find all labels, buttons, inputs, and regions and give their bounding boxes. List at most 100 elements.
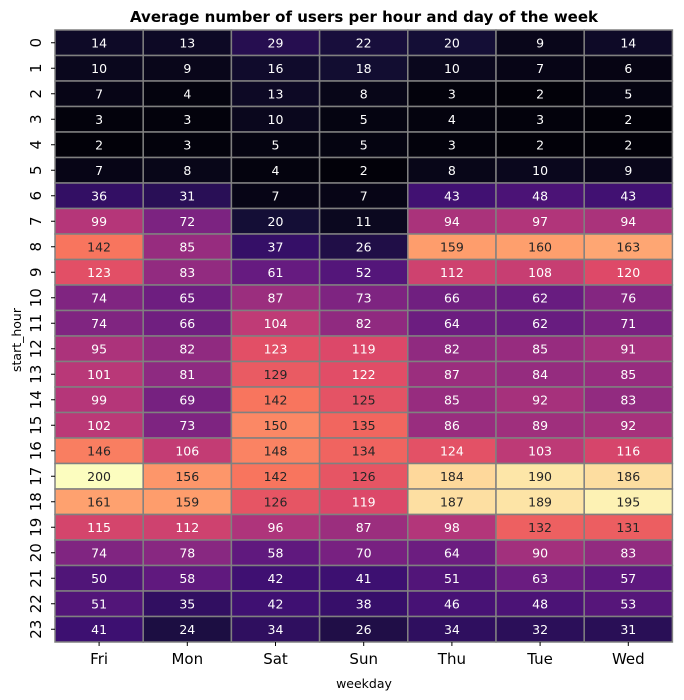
cell-value-label: 103 <box>528 443 552 458</box>
heatmap-cell-10-Sat <box>230 284 321 312</box>
cell-value-label: 112 <box>175 520 199 535</box>
heatmap-cell-6-Sun <box>318 182 409 210</box>
cell-value-label: 99 <box>91 392 107 407</box>
heatmap-cell-7-Thu <box>407 207 497 235</box>
cell-value-label: 41 <box>91 622 107 637</box>
heatmap-cell-9-Wed <box>583 258 674 286</box>
cell-value-label: 101 <box>87 367 111 382</box>
heatmap-cell-16-Sat <box>230 437 321 465</box>
cell-value-label: 92 <box>532 392 548 407</box>
cell-value-label: 10 <box>91 61 107 76</box>
heatmap-cell-3-Mon <box>142 105 233 133</box>
heatmap-cell-7-Wed <box>583 207 674 235</box>
cell-value-label: 14 <box>91 35 107 50</box>
cell-value-label: 148 <box>264 443 288 458</box>
cell-value-label: 7 <box>536 61 544 76</box>
x-tick-label: Thu <box>437 650 466 668</box>
heatmap-cell-10-Sun <box>318 284 409 312</box>
heatmap-cell-18-Mon <box>142 488 233 516</box>
cell-value-label: 7 <box>95 86 103 101</box>
cell-value-label: 163 <box>616 239 640 254</box>
cell-value-label: 20 <box>268 214 284 229</box>
cell-value-label: 13 <box>179 35 195 50</box>
cell-value-label: 8 <box>183 163 191 178</box>
cell-value-label: 96 <box>268 520 284 535</box>
cell-value-label: 36 <box>91 188 107 203</box>
cell-value-label: 142 <box>264 392 288 407</box>
heatmap-cell-13-Sun <box>318 360 409 388</box>
cell-value-label: 122 <box>352 367 376 382</box>
cell-value-label: 186 <box>616 469 640 484</box>
cell-value-label: 74 <box>91 316 107 331</box>
x-tick-label: Sat <box>263 650 288 668</box>
heatmap-cell-12-Sat <box>230 335 321 363</box>
cell-value-label: 76 <box>620 290 636 305</box>
cell-value-label: 2 <box>360 163 368 178</box>
cell-value-label: 11 <box>356 214 372 229</box>
cell-value-label: 5 <box>272 137 280 152</box>
x-axis-ticks: Fri Mon Sat Sun Thu Tue Wed <box>90 642 645 668</box>
cell-value-label: 126 <box>352 469 376 484</box>
cell-value-label: 52 <box>356 265 372 280</box>
heatmap-cell-23-Wed <box>583 615 674 643</box>
y-tick-label: 12 <box>27 339 45 358</box>
heatmap-cell-21-Sat <box>230 564 321 592</box>
cell-value-label: 97 <box>532 214 548 229</box>
heatmap-cell-20-Sat <box>230 539 321 567</box>
cell-value-label: 156 <box>175 469 199 484</box>
cell-value-label: 82 <box>444 341 460 356</box>
y-tick-label: 2 <box>27 89 45 99</box>
cell-value-label: 2 <box>536 86 544 101</box>
x-tick-label: Fri <box>90 650 108 668</box>
cell-value-label: 160 <box>528 239 552 254</box>
cell-value-label: 71 <box>620 316 636 331</box>
heatmap-cell-21-Wed <box>583 564 674 592</box>
y-tick-label: 7 <box>27 216 45 226</box>
heatmap-cell-21-Fri <box>54 564 144 592</box>
y-tick-label: 13 <box>27 365 45 384</box>
cell-value-label: 108 <box>528 265 552 280</box>
cell-value-label: 42 <box>268 596 284 611</box>
heatmap-cell-2-Wed <box>583 80 674 108</box>
cell-value-label: 82 <box>179 341 195 356</box>
cell-value-label: 91 <box>620 341 636 356</box>
cell-value-label: 3 <box>448 86 456 101</box>
heatmap-cell-19-Tue <box>495 513 585 541</box>
heatmap-cell-16-Sun <box>318 437 409 465</box>
heatmap-cell-1-Sat <box>230 54 321 82</box>
x-axis-label: weekday <box>336 676 392 691</box>
cell-value-label: 58 <box>268 545 284 560</box>
cell-value-label: 66 <box>179 316 195 331</box>
y-tick-label: 8 <box>27 242 45 252</box>
cell-value-label: 135 <box>352 418 376 433</box>
cell-value-label: 10 <box>268 112 284 127</box>
heatmap-cell-18-Thu <box>407 488 497 516</box>
cell-value-label: 64 <box>444 545 460 560</box>
heatmap-cell-7-Sun <box>318 207 409 235</box>
cell-value-label: 134 <box>352 443 376 458</box>
heatmap-cell-6-Sat <box>230 182 321 210</box>
cell-value-label: 9 <box>536 35 544 50</box>
y-tick-label: 15 <box>27 416 45 435</box>
heatmap-cell-21-Mon <box>142 564 233 592</box>
cell-value-label: 10 <box>532 163 548 178</box>
cell-value-label: 4 <box>272 163 280 178</box>
y-tick-label: 22 <box>27 594 45 613</box>
cell-value-label: 3 <box>536 112 544 127</box>
cell-value-label: 61 <box>268 265 284 280</box>
heatmap-cell-12-Sun <box>318 335 409 363</box>
cell-value-label: 85 <box>444 392 460 407</box>
cell-value-label: 120 <box>616 265 640 280</box>
cell-value-label: 200 <box>87 469 111 484</box>
heatmap-cell-9-Fri <box>54 258 144 286</box>
cell-value-label: 8 <box>448 163 456 178</box>
heatmap-cell-8-Thu <box>407 233 497 261</box>
heatmap-cell-5-Fri <box>54 156 144 184</box>
cell-value-label: 85 <box>532 341 548 356</box>
cell-value-label: 125 <box>352 392 376 407</box>
y-tick-label: 3 <box>27 114 45 124</box>
heatmap-cell-8-Sat <box>230 233 321 261</box>
heatmap-cell-10-Wed <box>583 284 674 312</box>
x-tick-label: Tue <box>526 650 553 668</box>
